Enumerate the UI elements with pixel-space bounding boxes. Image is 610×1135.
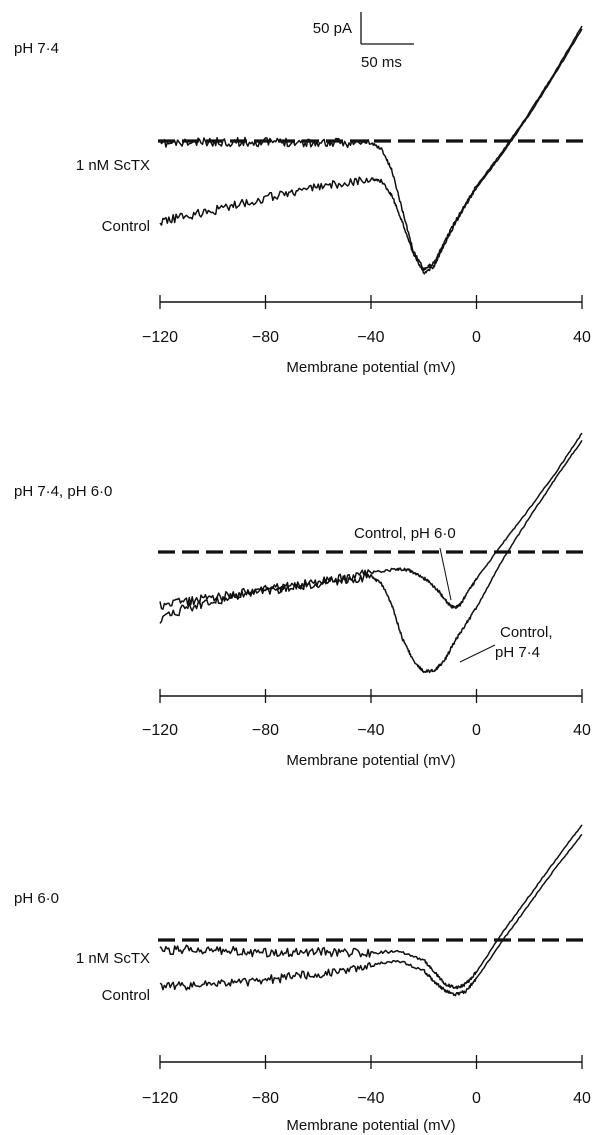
series-label-scrx: 1 nM ScTX (76, 157, 150, 174)
series-line-1 (159, 824, 583, 990)
annotation-control-ph60: Control, pH 6·0 (354, 525, 456, 542)
panel-1: pH 7·4 1 nM ScTX Control −120 −80 −40 0 40 M… (14, 25, 591, 376)
x-tick-label: 40 (573, 722, 591, 739)
series-line-2 (159, 28, 583, 275)
x-tick-label: −40 (357, 329, 384, 346)
x-tick-label: 40 (573, 329, 591, 346)
plot-area: −120 −80 −40 0 40 (142, 432, 591, 739)
annotation-control-ph74-line2: pH 7·4 (495, 644, 540, 661)
x-tick-label: −40 (357, 722, 384, 739)
panel-label: pH 7·4, pH 6·0 (14, 483, 112, 500)
panel-label: pH 6·0 (14, 890, 59, 907)
scale-bar: 50 pA 50 ms (313, 12, 414, 71)
x-tick-label: −120 (142, 329, 178, 346)
plot-area: −120 −80 −40 0 40 (142, 25, 591, 346)
x-tick-label: 0 (472, 1090, 481, 1107)
pointer-line (459, 644, 496, 663)
x-tick-label: −80 (252, 329, 279, 346)
x-tick-label: −80 (252, 722, 279, 739)
series-line-2 (159, 833, 583, 997)
x-tick-label: −120 (142, 1090, 178, 1107)
panel-2: pH 7·4, pH 6·0 Control, pH 6·0 Control, … (14, 432, 591, 769)
series-line-2 (159, 440, 583, 674)
x-tick-label: 0 (472, 722, 481, 739)
panel-label: pH 7·4 (14, 40, 59, 57)
x-tick-label: −120 (142, 722, 178, 739)
scale-bar-time-label: 50 ms (361, 54, 402, 71)
x-tick-label: −40 (357, 1090, 384, 1107)
plot-area: −120 −80 −40 0 40 (142, 824, 591, 1107)
series-line-1 (159, 25, 583, 272)
panel-3: pH 6·0 1 nM ScTX Control −120 −80 −40 0 40 M… (14, 824, 591, 1134)
x-axis-label: Membrane potential (mV) (286, 1117, 455, 1134)
scale-bar-current-label: 50 pA (313, 20, 352, 37)
x-axis-label: Membrane potential (mV) (286, 359, 455, 376)
x-tick-label: −80 (252, 1090, 279, 1107)
series-label-scrx: 1 nM ScTX (76, 950, 150, 967)
annotation-control-ph74-line1: Control, (500, 624, 553, 641)
series-line-1 (159, 432, 583, 610)
x-tick-label: 40 (573, 1090, 591, 1107)
x-axis-label: Membrane potential (mV) (286, 752, 455, 769)
series-label-control: Control (102, 987, 150, 1004)
pointer-line (439, 547, 452, 601)
series-label-control: Control (102, 218, 150, 235)
x-tick-label: 0 (472, 329, 481, 346)
